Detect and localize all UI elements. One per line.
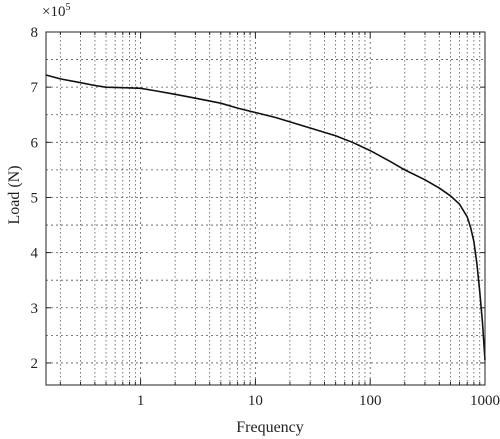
y-axis-multiplier: ×105 <box>42 2 70 20</box>
x-tick-label: 10 <box>248 393 263 409</box>
y-tick-label: 7 <box>31 80 39 96</box>
y-tick-label: 5 <box>31 190 39 206</box>
y-axis-label: Load (N) <box>6 165 23 224</box>
x-axis-label: Frequency <box>236 419 304 436</box>
plot-area-frame <box>45 31 486 386</box>
grid <box>46 32 486 385</box>
y-tick-label: 2 <box>31 356 39 372</box>
axis-ticks: 2 3 4 5 6 7 8 1 10 100 1000 <box>31 25 500 409</box>
y-tick-label: 4 <box>31 246 39 262</box>
series-line-load <box>45 74 486 361</box>
y-tick-label: 6 <box>31 135 39 151</box>
y-tick-label: 8 <box>31 25 39 41</box>
y-tick-label: 3 <box>31 301 39 317</box>
x-tick-label: 100 <box>359 393 382 409</box>
x-tick-label: 1 <box>137 393 145 409</box>
x-tick-label: 1000 <box>470 393 500 409</box>
